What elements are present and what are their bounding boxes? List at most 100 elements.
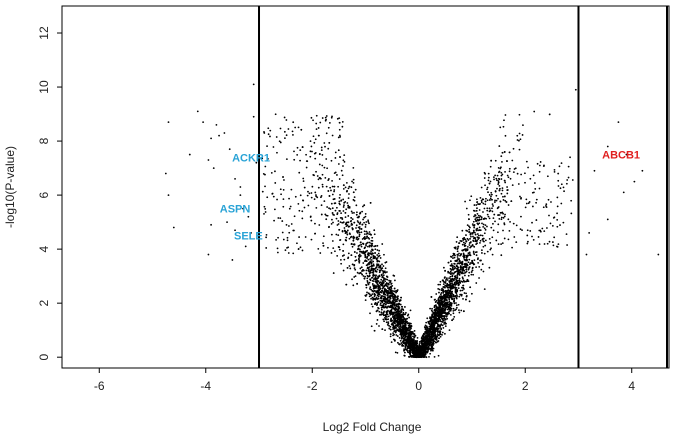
data-point [428, 337, 431, 340]
data-point [384, 280, 387, 283]
data-point [474, 240, 477, 243]
data-point [362, 218, 364, 221]
data-point [382, 277, 385, 279]
data-point [469, 237, 471, 240]
data-point [371, 290, 374, 292]
data-point [373, 295, 376, 298]
data-point [352, 181, 355, 184]
data-point [455, 292, 458, 295]
data-point [358, 257, 360, 260]
data-point [468, 266, 471, 268]
data-point [342, 187, 345, 190]
data-point [331, 115, 333, 118]
data-point [345, 283, 348, 286]
data-point [486, 207, 489, 210]
data-point [503, 215, 506, 218]
data-point [394, 298, 397, 300]
data-point [434, 314, 437, 317]
data-point [461, 289, 464, 292]
data-point [427, 341, 429, 343]
data-point [368, 241, 371, 244]
data-point [532, 174, 535, 177]
data-point [371, 293, 374, 296]
data-point [409, 350, 412, 353]
data-point [284, 137, 286, 140]
data-point [521, 229, 523, 232]
data-point [509, 220, 511, 223]
data-point [606, 145, 609, 148]
data-point [413, 329, 416, 332]
data-point [421, 335, 424, 338]
data-point [384, 306, 386, 309]
data-point [363, 221, 365, 224]
data-point [500, 155, 503, 158]
data-point [415, 353, 418, 356]
data-point [370, 303, 373, 306]
data-point [393, 327, 396, 330]
data-point [434, 304, 437, 307]
data-point [362, 242, 365, 245]
data-point [298, 171, 301, 174]
data-point [420, 346, 423, 349]
data-point [392, 298, 395, 301]
data-point [396, 303, 398, 306]
data-point [504, 170, 506, 173]
data-point [466, 245, 469, 248]
data-point [388, 302, 391, 305]
data-point [506, 192, 509, 195]
data-point [313, 198, 316, 201]
data-point [446, 277, 448, 280]
data-point [440, 302, 443, 305]
data-point [339, 239, 341, 242]
data-point [439, 283, 441, 286]
data-point [403, 322, 406, 325]
data-point [566, 244, 568, 246]
data-point [375, 304, 378, 307]
data-point [353, 196, 356, 199]
data-point [265, 236, 268, 239]
data-point [538, 170, 541, 173]
data-point [546, 227, 548, 229]
data-point [271, 193, 274, 195]
data-point [446, 312, 449, 314]
data-point [390, 283, 393, 285]
data-point [309, 215, 312, 218]
gene-label: ACKR1 [232, 152, 270, 164]
data-point [501, 189, 504, 192]
data-point [429, 326, 432, 328]
data-point [436, 333, 439, 335]
data-point [336, 254, 339, 257]
data-point [463, 237, 466, 239]
data-point [344, 216, 347, 219]
data-point [472, 224, 475, 227]
data-point [321, 164, 324, 167]
data-point [244, 245, 247, 248]
data-point [430, 326, 433, 328]
data-point [315, 114, 318, 117]
data-point [480, 199, 483, 202]
data-point [210, 137, 212, 140]
data-point [402, 327, 405, 329]
data-point [502, 195, 504, 198]
data-point [302, 177, 305, 180]
data-point [516, 134, 519, 137]
data-point [567, 176, 570, 179]
data-point [412, 335, 414, 338]
data-point [379, 281, 382, 284]
data-point [565, 182, 568, 185]
data-point [458, 262, 461, 265]
data-point [501, 160, 503, 163]
data-point [384, 287, 386, 290]
data-point [538, 164, 541, 167]
data-point [384, 271, 387, 274]
data-point [524, 181, 526, 184]
data-point [392, 295, 395, 298]
data-point [342, 165, 344, 167]
data-point [462, 277, 464, 280]
data-point [429, 320, 432, 323]
data-point [490, 226, 493, 229]
data-point [372, 263, 375, 266]
data-point [460, 272, 463, 274]
data-point [440, 289, 443, 292]
data-point [387, 318, 390, 321]
